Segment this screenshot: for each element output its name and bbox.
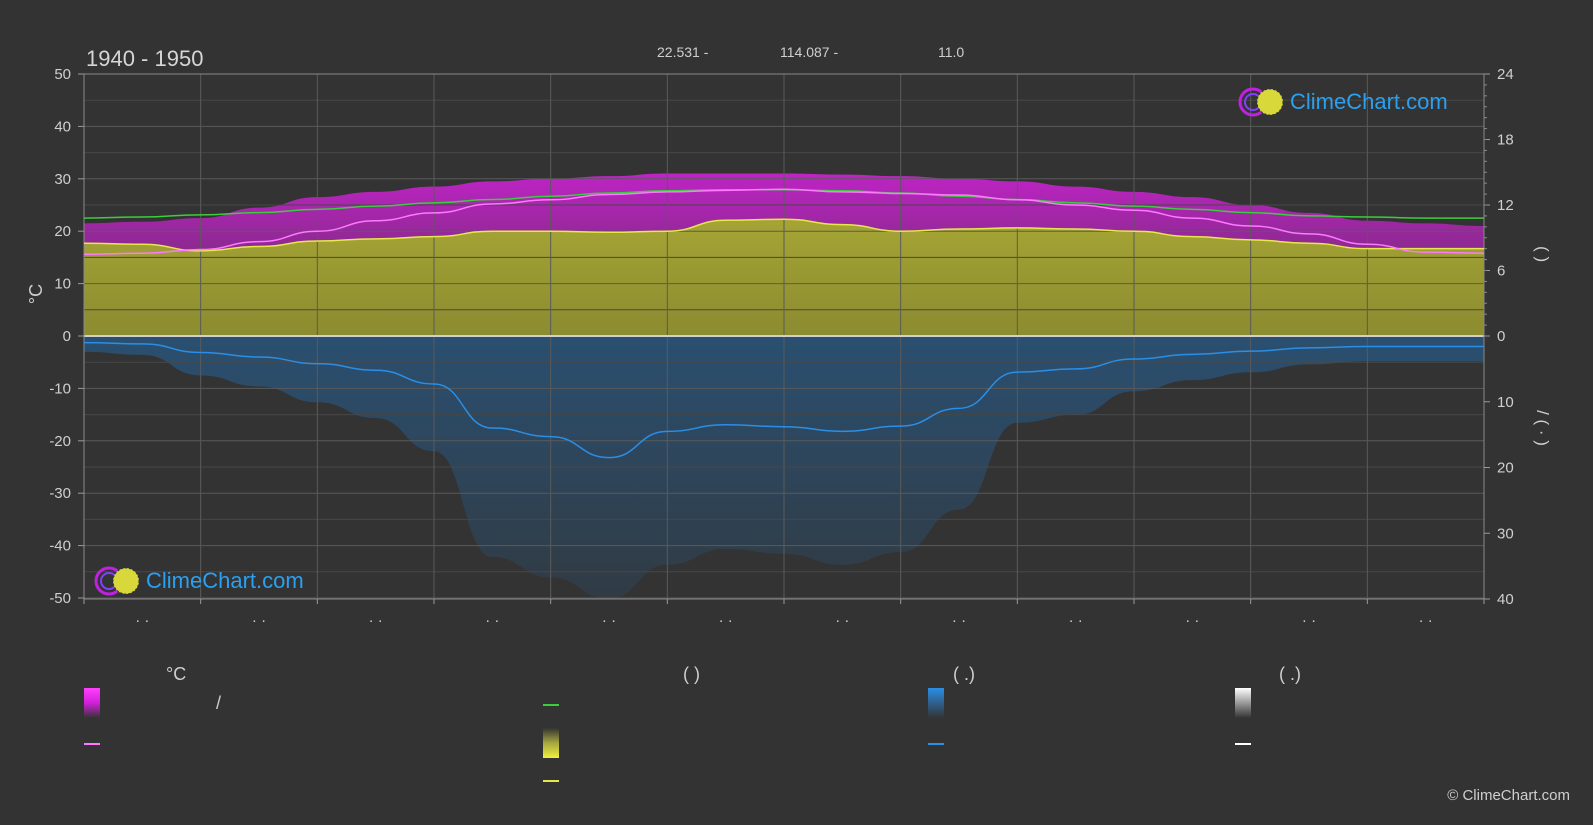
right-tick-label: 12 [1497,197,1514,214]
x-tick-label: · · [1069,612,1083,629]
x-tick-label: · · [719,612,733,629]
temp_daily_mean-line [83,188,1485,256]
latitude-label: 22.531 - [657,44,709,60]
legend-swatch-sunshine [543,728,559,758]
x-tick-label: · · [835,612,849,629]
left-tick-label: -40 [49,538,71,555]
left-tick-label: -20 [49,433,71,450]
legend-head-snow: ( .) [1279,664,1301,684]
right-tick-label: 20 [1497,460,1514,477]
x-tick-label: · · [135,612,149,629]
copyright: © ClimeChart.com [1447,787,1570,804]
left-tick-label: 50 [54,66,71,83]
x-tick-label: · · [252,612,266,629]
right-tick-label: 10 [1497,394,1514,411]
logo-icon [1238,86,1286,118]
x-tick-label: · · [369,612,383,629]
right-tick-label: 30 [1497,525,1514,542]
left-axis-label: °C [26,284,46,304]
right-tick-label: 6 [1497,263,1505,280]
period-title: 1940 - 1950 [86,46,204,71]
right-tick-label: 18 [1497,132,1514,149]
right-axis-bottom-label: / ( · ) [1533,410,1552,446]
left-tick-label: 0 [63,328,71,345]
logo-text: ClimeChart.com [146,568,304,593]
logo-top: ClimeChart.com [1238,86,1448,118]
legend-swatch-precip [928,688,944,718]
left-tick-label: 40 [54,118,71,135]
sunshine-line [83,218,1484,252]
x-tick-label: · · [1419,612,1433,629]
left-tick-label: -30 [49,485,71,502]
legend-head-sunshine: ( ) [683,664,700,684]
right-tick-label: 0 [1497,328,1505,345]
legend-swatch-temp-range [84,688,100,718]
x-tick-label: · · [1185,612,1199,629]
x-tick-label: · · [952,612,966,629]
x-tick-label: · · [602,612,616,629]
legend-slash: / [216,693,222,713]
legend-head-precip: ( .) [953,664,975,684]
left-tick-label: -50 [49,590,71,607]
right-axis-top-label: ( ) [1533,246,1552,262]
logo-text: ClimeChart.com [1290,89,1448,114]
right-tick-label: 24 [1497,66,1514,83]
left-tick-label: 20 [54,223,71,240]
left-tick-label: -10 [49,380,71,397]
x-tick-label: · · [1302,612,1316,629]
logo-bottom: ClimeChart.com [94,565,304,597]
left-tick-label: 30 [54,171,71,188]
left-tick-label: 10 [54,276,71,293]
elevation-label: 11.0 [938,44,965,60]
logo-icon [94,565,142,597]
precip_mean-line [83,341,1484,459]
legend-head-temperature: °C [166,664,187,684]
right-tick-label: 40 [1497,591,1514,608]
longitude-label: 114.087 - [780,44,839,60]
x-tick-label: · · [485,612,499,629]
legend-swatch-snow [1235,688,1251,718]
